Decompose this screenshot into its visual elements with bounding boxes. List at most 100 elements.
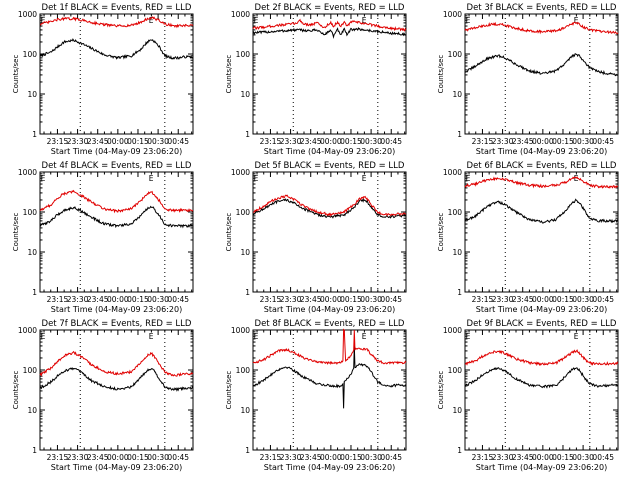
x-tick-label: 00:30 [360,453,382,462]
plot-frame [39,171,194,293]
plot-frame [464,329,619,451]
y-axis-label: Counts/sec [12,371,20,410]
y-tick-label: 1000 [231,10,250,19]
x-tick-label: 00:30 [360,295,382,304]
flag-label: E [41,16,46,25]
x-tick-label: 00:15 [340,295,362,304]
y-tick-label: 10 [240,248,250,257]
y-tick-label: 10 [452,248,462,257]
x-tick-label: 23:45 [87,453,109,462]
y-tick-label: 100 [448,50,463,59]
plot-frame [39,329,194,451]
x-tick-label: 23:15 [472,295,494,304]
x-axis-label: Start Time (04-May-09 23:06:20) [51,305,182,314]
x-tick-label: 00:30 [147,295,169,304]
flag-label: E [41,174,46,183]
y-tick-label: 10 [452,90,462,99]
y-tick-label: 1000 [231,326,250,335]
plot-frame [39,13,194,135]
x-tick-label: 00:30 [147,453,169,462]
panel-det-2: Det 2f BLACK = Events, RED = LLD 1 10 100 10… [225,3,407,156]
x-axis-label: Start Time (04-May-09 23:06:20) [51,463,182,472]
x-tick-label: 00:45 [380,137,402,146]
events-series-line [252,345,407,409]
flag-label: E [574,332,579,341]
y-tick-label: 100 [448,208,463,217]
x-tick-label: 23:30 [67,453,89,462]
y-tick-label: 1 [457,288,462,297]
y-tick-label: 1 [457,446,462,455]
x-tick-label: 23:15 [260,295,282,304]
x-tick-label: 00:30 [572,453,594,462]
y-axis-label: Counts/sec [12,55,20,94]
plot-frame [252,13,407,135]
x-tick-label: 00:15 [340,453,362,462]
y-axis-label: Counts/sec [225,55,233,94]
x-tick-label: 00:00 [107,137,129,146]
y-tick-label: 1 [32,288,37,297]
panel-title: Det 1f BLACK = Events, RED = LLD [42,3,192,13]
panel-det-6: Det 6f BLACK = Events, RED = LLD 1 10 100 10… [437,161,619,314]
y-tick-label: 10 [452,406,462,415]
events-series-line [39,205,193,229]
panel-title: Det 9f BLACK = Events, RED = LLD [467,319,617,329]
x-tick-label: 00:00 [320,453,342,462]
x-tick-label: 00:30 [572,137,594,146]
flag-label: E [466,16,471,25]
x-tick-label: 23:15 [47,453,69,462]
panel-title: Det 2f BLACK = Events, RED = LLD [255,3,405,13]
x-tick-label: 23:30 [280,137,302,146]
x-tick-label: 00:45 [592,453,614,462]
x-axis-label: Start Time (04-May-09 23:06:20) [264,463,395,472]
y-tick-label: 100 [236,208,251,217]
panel-title: Det 6f BLACK = Events, RED = LLD [467,161,617,171]
events-series-line [464,53,619,77]
panel-det-8: Det 8f BLACK = Events, RED = LLD 1 10 100 10… [225,319,407,472]
y-tick-label: 10 [27,406,37,415]
lld-series-line [39,350,194,377]
lld-series-line [465,349,619,367]
flag-label: E [149,332,154,341]
events-series-line [464,198,619,224]
flag-label: E [362,174,367,183]
x-tick-label: 23:30 [67,295,89,304]
panel-det-4: Det 4f BLACK = Events, RED = LLD 1 10 100 10… [12,161,194,314]
panel-det-5: Det 5f BLACK = Events, RED = LLD 1 10 100 10… [225,161,407,314]
x-tick-label: 23:30 [492,453,514,462]
y-axis-label: Counts/sec [437,55,445,94]
flag-label: E [254,16,259,25]
plot-frame [252,329,407,451]
x-tick-label: 23:45 [512,295,534,304]
y-tick-label: 1000 [443,10,462,19]
y-tick-label: 1000 [443,326,462,335]
y-tick-label: 1000 [231,168,250,177]
y-tick-label: 100 [448,366,463,375]
y-axis-label: Counts/sec [437,213,445,252]
x-axis-label: Start Time (04-May-09 23:06:20) [476,305,607,314]
panel-det-1: Det 1f BLACK = Events, RED = LLD 1 10 100 10… [12,3,194,156]
events-series-line [252,198,407,219]
x-tick-label: 00:45 [167,137,189,146]
y-tick-label: 100 [23,208,38,217]
flag-label: E [149,174,154,183]
y-tick-label: 10 [240,90,250,99]
x-tick-label: 00:00 [532,295,554,304]
x-tick-label: 00:15 [127,137,149,146]
x-tick-label: 23:45 [512,137,534,146]
x-tick-label: 00:15 [127,295,149,304]
flag-label: E [254,174,259,183]
y-tick-label: 1 [457,130,462,139]
panel-title: Det 5f BLACK = Events, RED = LLD [255,161,405,171]
flag-label: E [362,332,367,341]
y-tick-label: 100 [236,50,251,59]
x-axis-label: Start Time (04-May-09 23:06:20) [476,147,607,156]
panel-title: Det 4f BLACK = Events, RED = LLD [42,161,192,171]
x-tick-label: 23:45 [87,295,109,304]
flag-label: E [149,16,154,25]
x-tick-label: 23:45 [300,137,322,146]
x-tick-label: 23:30 [492,295,514,304]
x-tick-label: 00:15 [552,453,574,462]
y-tick-label: 1000 [18,10,37,19]
events-series-line [39,38,194,60]
